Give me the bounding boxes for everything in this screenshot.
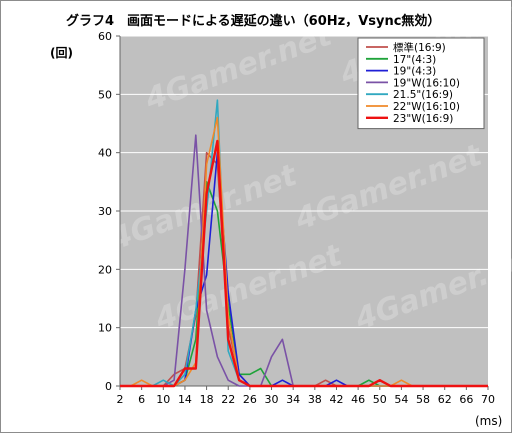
x-tick-label: 58 <box>416 393 430 406</box>
x-tick-label: 70 <box>481 393 495 406</box>
x-tick-label: 30 <box>265 393 279 406</box>
x-tick-label: 34 <box>286 393 300 406</box>
y-tick-label: 50 <box>98 88 112 101</box>
legend-label: 19"W(16:10) <box>393 77 460 89</box>
x-tick-label: 18 <box>200 393 214 406</box>
legend-label: 17"(4:3) <box>393 54 436 66</box>
legend-label: 21.5"(16:9) <box>393 89 453 101</box>
y-tick-label: 30 <box>98 205 112 218</box>
x-tick-label: 6 <box>138 393 145 406</box>
x-tick-label: 46 <box>351 393 365 406</box>
x-tick-label: 62 <box>438 393 452 406</box>
y-tick-label: 60 <box>98 30 112 43</box>
x-axis-unit-label: (ms) <box>475 414 503 428</box>
y-tick-label: 10 <box>98 322 112 335</box>
x-tick-label: 42 <box>329 393 343 406</box>
legend-label: 標準(16:9) <box>393 41 446 54</box>
x-tick-label: 38 <box>308 393 322 406</box>
x-tick-label: 26 <box>243 393 257 406</box>
x-tick-label: 22 <box>221 393 235 406</box>
legend-label: 22"W(16:10) <box>393 101 460 113</box>
x-tick-label: 2 <box>117 393 124 406</box>
y-axis-unit-label: (回) <box>50 46 73 60</box>
legend-label: 23"W(16:9) <box>393 113 453 125</box>
x-tick-label: 50 <box>373 393 387 406</box>
y-tick-label: 40 <box>98 147 112 160</box>
x-tick-label: 54 <box>394 393 408 406</box>
x-tick-label: 14 <box>178 393 192 406</box>
y-tick-label: 0 <box>105 380 112 393</box>
x-tick-label: 10 <box>156 393 170 406</box>
x-tick-label: 66 <box>459 393 473 406</box>
legend-label: 19"(4:3) <box>393 66 436 78</box>
series-line <box>120 139 488 388</box>
chart-title: グラフ4 画面モードによる遅延の違い（60Hz，Vsync無効） <box>66 14 441 29</box>
y-tick-label: 20 <box>98 263 112 276</box>
